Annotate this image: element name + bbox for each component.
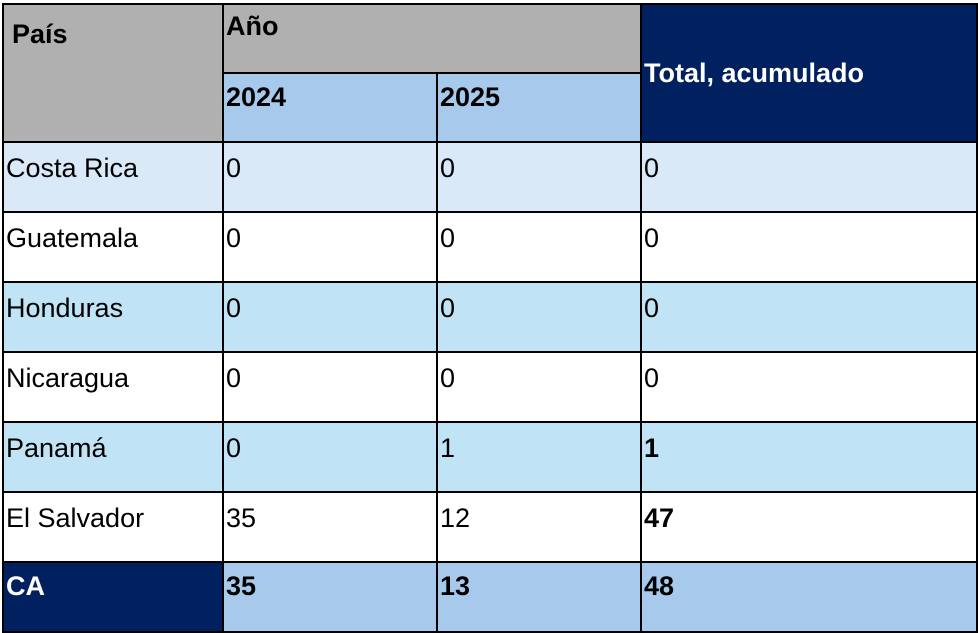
total-row: CA 35 13 48 xyxy=(2,561,978,633)
cell-2025-ca: 13 xyxy=(435,561,643,633)
header-row-1: País Año Total, acumulado xyxy=(2,3,978,143)
cell-pais: El Salvador xyxy=(2,491,224,563)
cell-2025: 0 xyxy=(435,141,643,213)
cell-2024: 0 xyxy=(222,281,438,353)
table-row: Panamá 0 1 1 xyxy=(2,421,978,493)
cell-2024: 0 xyxy=(222,141,438,213)
cell-2024: 0 xyxy=(222,351,438,423)
cell-total: 0 xyxy=(640,211,978,283)
cell-total: 47 xyxy=(640,491,978,563)
cell-2024: 35 xyxy=(222,491,438,563)
table-row: Guatemala 0 0 0 xyxy=(2,211,978,283)
cell-pais: Nicaragua xyxy=(2,351,224,423)
data-table: País Año Total, acumulado 2024 2025 Cost… xyxy=(2,3,978,633)
header-row-2: 2024 2025 xyxy=(3,72,977,143)
header-pais: País xyxy=(2,3,224,143)
cell-pais: Honduras xyxy=(2,281,224,353)
header-total: Total, acumulado xyxy=(640,3,978,143)
cell-2024: 0 xyxy=(222,421,438,493)
cell-pais: Costa Rica xyxy=(2,141,224,213)
table-row: El Salvador 35 12 47 xyxy=(2,491,978,563)
cell-total-ca: 48 xyxy=(640,561,978,633)
cell-pais: Panamá xyxy=(2,421,224,493)
cell-pais-ca: CA xyxy=(2,561,224,633)
cell-2025: 12 xyxy=(435,491,643,563)
table-row: Honduras 0 0 0 xyxy=(2,281,978,353)
cell-2025: 0 xyxy=(435,211,643,283)
table-row: Costa Rica 0 0 0 xyxy=(2,141,978,213)
cell-2024: 0 xyxy=(222,211,438,283)
cell-total: 1 xyxy=(640,421,978,493)
cell-pais: Guatemala xyxy=(2,211,224,283)
cell-2025: 0 xyxy=(435,351,643,423)
header-ano: Año xyxy=(221,3,643,74)
header-year-2024: 2024 xyxy=(222,72,438,143)
header-year-2025: 2025 xyxy=(435,72,643,143)
cell-total: 0 xyxy=(640,141,978,213)
cell-total: 0 xyxy=(640,351,978,423)
cell-total: 0 xyxy=(640,281,978,353)
cell-2025: 1 xyxy=(435,421,643,493)
cell-2025: 0 xyxy=(435,281,643,353)
table-row: Nicaragua 0 0 0 xyxy=(2,351,978,423)
cell-2024-ca: 35 xyxy=(222,561,438,633)
